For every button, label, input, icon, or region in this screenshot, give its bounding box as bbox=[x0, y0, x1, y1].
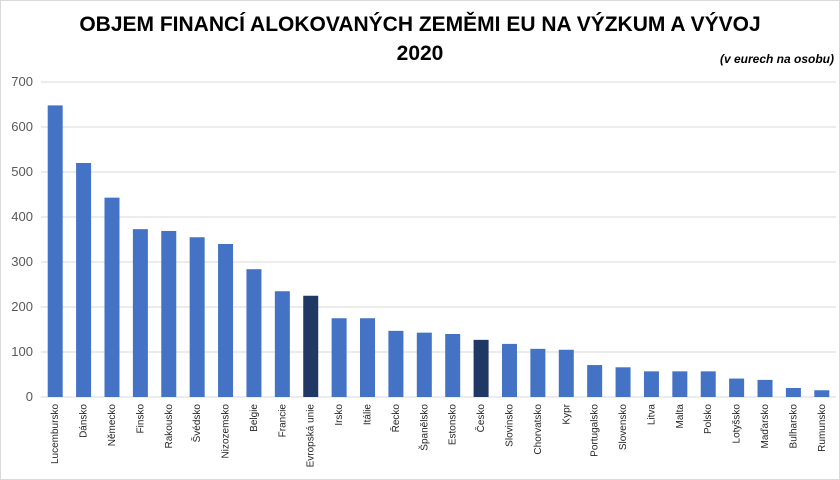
x-tick-label: Švédsko bbox=[190, 404, 203, 443]
bar-7 bbox=[246, 269, 262, 397]
y-tick-label: 300 bbox=[11, 254, 33, 269]
bar-21 bbox=[643, 371, 659, 397]
x-tick-label: Česko bbox=[474, 404, 487, 433]
x-tick-label: Rumunsko bbox=[817, 404, 828, 452]
y-tick-label: 600 bbox=[11, 119, 33, 134]
x-tick-label: Německo bbox=[107, 404, 118, 447]
x-tick-label: Malta bbox=[675, 404, 686, 429]
x-tick-label: Chorvatsko bbox=[533, 404, 544, 455]
gridlines bbox=[41, 81, 836, 398]
bar-4 bbox=[161, 230, 177, 397]
bar-13 bbox=[416, 332, 432, 397]
chart-subtitle: 2020 bbox=[396, 42, 444, 65]
y-tick-label: 700 bbox=[11, 74, 33, 89]
bar-18 bbox=[558, 349, 574, 397]
x-tick-label: Rakousko bbox=[164, 404, 175, 449]
chart-title: OBJEM FINANCÍ ALOKOVANÝCH ZEMĚMI EU NA V… bbox=[79, 13, 761, 36]
y-tick-label: 500 bbox=[11, 164, 33, 179]
x-tick-label: Slovinsko bbox=[504, 404, 515, 447]
bar-11 bbox=[360, 318, 376, 397]
bar-24 bbox=[729, 378, 745, 397]
x-axis: Lucembursko Dánsko Německo Finsko Rakousko Šv… bbox=[50, 403, 828, 467]
bar-25 bbox=[757, 379, 773, 397]
bar-0 bbox=[47, 105, 63, 398]
unit-note: (v eurech na osobu) bbox=[719, 52, 834, 66]
y-tick-label: 200 bbox=[11, 299, 33, 314]
bar-9 bbox=[303, 295, 319, 397]
x-tick-label: Lotyšsko bbox=[732, 404, 743, 444]
x-tick-label: Portugalsko bbox=[590, 404, 601, 457]
y-tick-label: 400 bbox=[11, 209, 33, 224]
y-axis: 0 100 200 300 400 500 600 700 bbox=[11, 74, 33, 404]
x-tick-label: Bulharsko bbox=[788, 404, 799, 449]
bar-6 bbox=[218, 244, 234, 397]
bar-3 bbox=[132, 229, 148, 397]
x-tick-label: Lucembursko bbox=[50, 404, 61, 464]
x-tick-label: Itálie bbox=[363, 404, 374, 426]
x-tick-label: Belgie bbox=[249, 404, 260, 432]
bar-14 bbox=[445, 334, 461, 397]
bar-10 bbox=[331, 318, 347, 397]
x-tick-label: Finsko bbox=[135, 404, 146, 434]
x-tick-label: Irsko bbox=[334, 404, 345, 426]
bar-26 bbox=[785, 388, 801, 397]
x-tick-label: Evropská unie bbox=[306, 404, 317, 468]
bar-17 bbox=[530, 348, 546, 397]
x-tick-label: Dánsko bbox=[79, 404, 90, 438]
x-tick-label: Řecko bbox=[389, 404, 402, 433]
x-tick-label: Nizozemsko bbox=[221, 404, 232, 459]
bar-15 bbox=[473, 339, 489, 397]
bars bbox=[47, 105, 830, 398]
x-tick-label: Slovensko bbox=[618, 404, 629, 451]
y-tick-label: 100 bbox=[11, 344, 33, 359]
bar-8 bbox=[274, 291, 290, 397]
x-tick-label: Polsko bbox=[703, 404, 714, 434]
x-tick-label: Francie bbox=[277, 404, 288, 438]
x-tick-label: Kypr bbox=[561, 403, 572, 424]
bar-22 bbox=[672, 371, 688, 397]
x-tick-label: Maďarsko bbox=[760, 404, 771, 449]
x-tick-label: Estonsko bbox=[448, 404, 459, 446]
bar-12 bbox=[388, 330, 404, 397]
bar-1 bbox=[76, 163, 92, 397]
bar-23 bbox=[700, 371, 716, 397]
bar-16 bbox=[501, 343, 517, 397]
x-tick-label: Litva bbox=[646, 404, 657, 426]
bar-20 bbox=[615, 367, 631, 397]
bar-5 bbox=[189, 237, 205, 397]
bar-27 bbox=[814, 390, 830, 397]
bar-2 bbox=[104, 197, 120, 397]
y-tick-label: 0 bbox=[26, 389, 33, 404]
x-tick-label: Španělsko bbox=[417, 404, 430, 451]
bar-19 bbox=[587, 365, 603, 397]
